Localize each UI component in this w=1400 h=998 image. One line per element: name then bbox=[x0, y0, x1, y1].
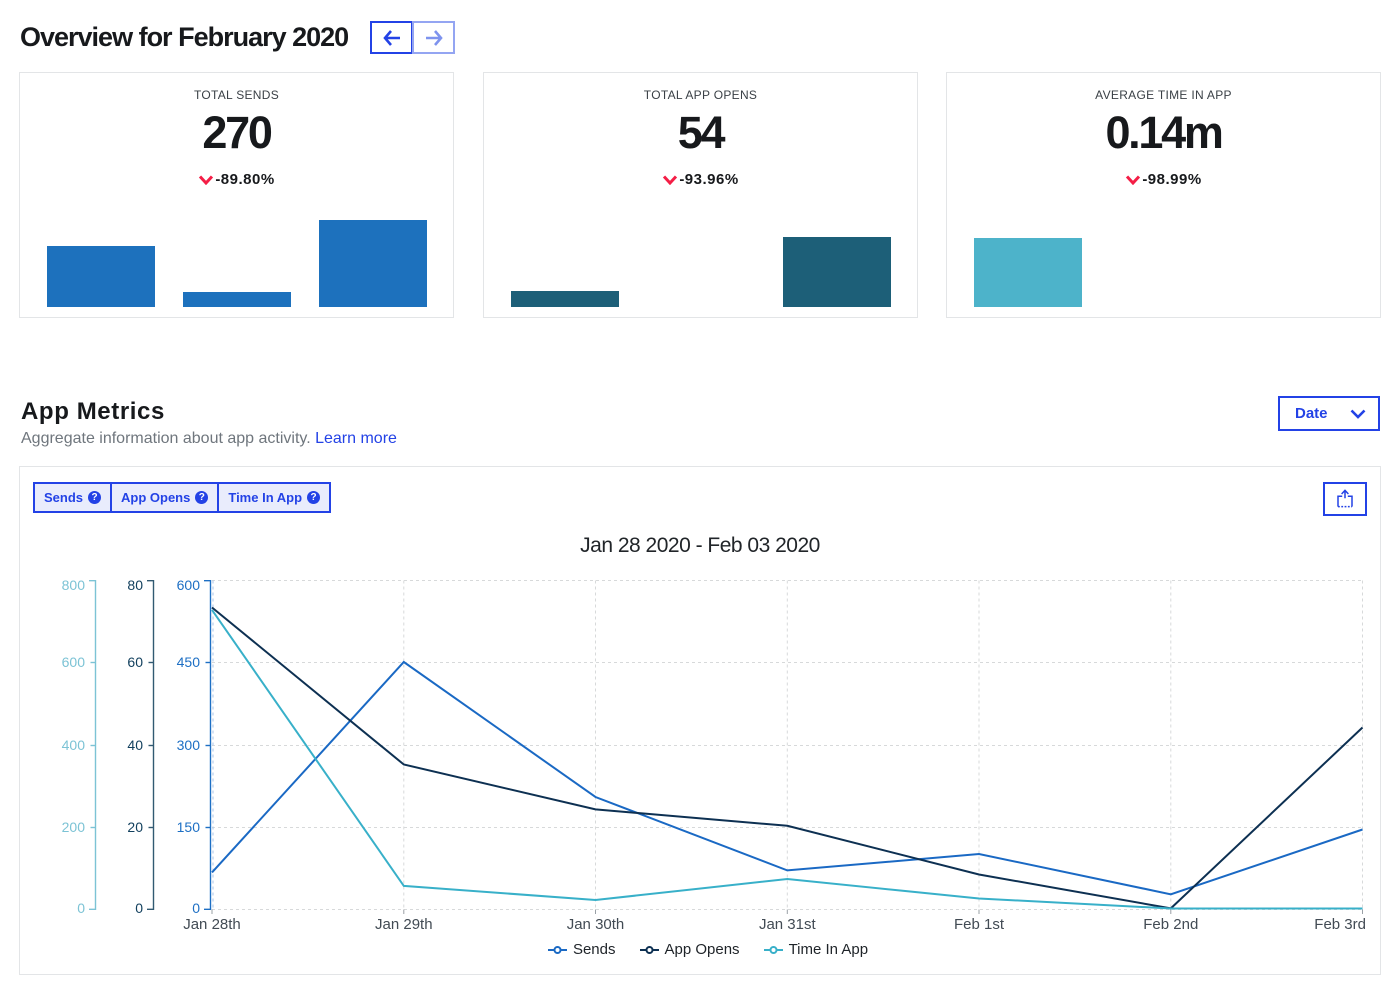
svg-text:Jan 28th: Jan 28th bbox=[183, 916, 241, 933]
svg-text:0: 0 bbox=[135, 900, 143, 916]
svg-text:Jan 30th: Jan 30th bbox=[567, 916, 625, 933]
svg-text:Feb 3rd: Feb 3rd bbox=[1314, 916, 1366, 933]
svg-text:80: 80 bbox=[127, 577, 143, 593]
svg-text:450: 450 bbox=[177, 654, 201, 670]
svg-text:800: 800 bbox=[62, 577, 86, 593]
svg-text:0: 0 bbox=[77, 900, 85, 916]
svg-text:40: 40 bbox=[127, 737, 143, 753]
svg-text:200: 200 bbox=[62, 819, 86, 835]
svg-text:400: 400 bbox=[62, 737, 86, 753]
svg-text:150: 150 bbox=[177, 819, 201, 835]
svg-text:Jan 29th: Jan 29th bbox=[375, 916, 433, 933]
svg-text:Feb 2nd: Feb 2nd bbox=[1143, 916, 1198, 933]
svg-text:300: 300 bbox=[177, 737, 201, 753]
svg-text:20: 20 bbox=[127, 819, 143, 835]
svg-text:600: 600 bbox=[177, 577, 201, 593]
svg-text:Jan 31st: Jan 31st bbox=[759, 916, 817, 933]
svg-text:600: 600 bbox=[62, 654, 86, 670]
svg-text:60: 60 bbox=[127, 654, 143, 670]
svg-text:Feb 1st: Feb 1st bbox=[954, 916, 1005, 933]
svg-text:0: 0 bbox=[192, 900, 200, 916]
